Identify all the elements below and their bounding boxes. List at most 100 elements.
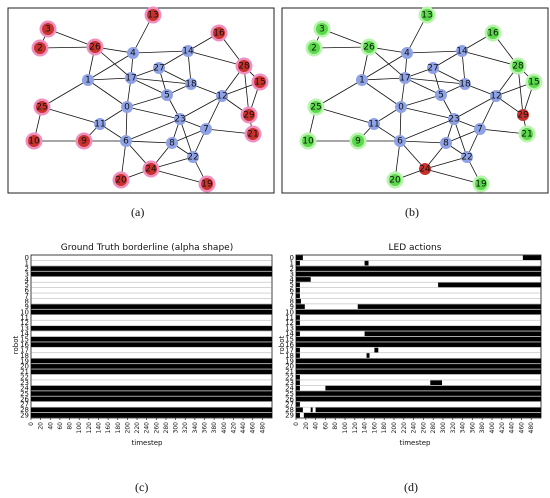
graph-node (115, 174, 127, 186)
led-on-bar (31, 342, 272, 347)
graph-node (356, 74, 368, 86)
robot-tick-label: 15 (20, 336, 29, 344)
graph-edge (41, 79, 89, 108)
node-label: 2 (311, 44, 317, 54)
led-on-bar (296, 320, 300, 326)
node-label: 10 (302, 137, 314, 147)
node-label: 20 (389, 176, 401, 186)
node-label: 21 (521, 130, 532, 140)
node-label: 23 (448, 115, 459, 125)
node-label: 4 (130, 49, 136, 59)
node-label: 0 (124, 103, 130, 113)
panel-c-label: (c) (135, 480, 149, 494)
graph-node (528, 76, 540, 88)
robot-tick-label: 7 (25, 292, 29, 300)
graph-node (316, 23, 328, 35)
robot-tick-label: 19 (285, 357, 294, 365)
node-label: 5 (164, 91, 170, 101)
node-label: 27 (153, 64, 164, 74)
robot-tick-label: 24 (20, 384, 29, 392)
node-label: 7 (477, 125, 483, 135)
graph-edge (87, 79, 128, 108)
robot-tick-label: 28 (20, 406, 29, 414)
x-tick-label: 380 (211, 422, 218, 434)
node-label: 13 (421, 11, 432, 21)
graph-node (187, 151, 199, 163)
led-on-bar (296, 396, 541, 402)
graph-node (34, 42, 46, 54)
panel-d-label: (d) (404, 480, 418, 494)
x-tick-label: 40 (47, 422, 54, 430)
graph-node (459, 78, 471, 90)
graph-edge (461, 50, 519, 67)
graph-edge (399, 118, 455, 142)
led-on-bar (296, 288, 300, 293)
node-label: 16 (487, 29, 499, 39)
led-on-bar (296, 412, 300, 418)
robot-tick-label: 10 (20, 308, 29, 316)
led-on-bar (310, 407, 313, 413)
x-tick-label: 400 (221, 422, 228, 434)
robot-tick-label: 22 (285, 374, 294, 382)
led-on-bar (325, 385, 541, 391)
x-tick-label: 280 (430, 422, 437, 434)
led-on-bar (31, 385, 272, 391)
node-label: 19 (201, 180, 213, 190)
graph-node (89, 41, 101, 53)
robot-tick-label: 2 (290, 265, 294, 273)
x-tick-label: 420 (499, 422, 506, 434)
panel-c-title: Ground Truth borderline (alpha shape) (61, 243, 233, 253)
node-label: 9 (81, 137, 87, 147)
graph-edge (315, 79, 363, 108)
robot-tick-label: 22 (20, 374, 29, 382)
graph-edge (125, 118, 181, 142)
panel-a-label: (a) (131, 205, 145, 219)
graph-node (121, 101, 133, 113)
led-on-bar (296, 298, 301, 304)
graph-node (125, 72, 137, 84)
led-on-bar (31, 271, 272, 277)
raster-d: 0123456789101112131415161718192021222324… (285, 254, 542, 434)
robot-tick-label: 16 (285, 341, 294, 349)
node-label: 22 (187, 153, 198, 163)
graph-edge (126, 106, 181, 120)
x-tick-label: 160 (105, 422, 112, 434)
x-tick-label: 200 (124, 422, 131, 434)
led-on-bar (296, 331, 300, 337)
graph-node (200, 123, 212, 135)
node-label: 15 (254, 78, 265, 88)
graph-node (421, 9, 433, 21)
graph-node (243, 109, 255, 121)
robot-tick-label: 12 (20, 319, 29, 327)
robot-tick-label: 25 (20, 390, 29, 398)
x-tick-label: 320 (182, 422, 189, 434)
x-tick-label: 20 (38, 422, 45, 430)
panel-d-xlabel: timestep (400, 439, 432, 447)
led-on-bar (296, 358, 541, 364)
led-on-bar (296, 282, 300, 288)
led-on-bar (366, 353, 370, 358)
led-on-bar (357, 304, 541, 309)
x-tick-label: 200 (391, 422, 398, 434)
robot-tick-label: 11 (20, 314, 29, 322)
graph-edge (479, 95, 497, 130)
robot-tick-label: 15 (285, 336, 294, 344)
node-label: 5 (438, 91, 444, 101)
led-on-bar (296, 347, 300, 353)
led-on-bar (31, 309, 272, 315)
graph-node (427, 62, 439, 74)
graph-node (475, 178, 487, 190)
graph-edge (445, 128, 481, 144)
robot-tick-label: 11 (285, 314, 294, 322)
robot-tick-label: 14 (285, 330, 294, 338)
graph-node (302, 135, 314, 147)
robot-tick-label: 21 (285, 368, 294, 376)
x-tick-label: 220 (401, 422, 408, 434)
graph-node (512, 60, 524, 72)
robot-tick-label: 13 (285, 325, 294, 333)
led-on-bar (296, 402, 300, 407)
x-tick-label: 60 (322, 422, 329, 430)
x-tick-label: 360 (202, 422, 209, 434)
node-label: 10 (28, 137, 40, 147)
led-on-bar (31, 412, 272, 418)
